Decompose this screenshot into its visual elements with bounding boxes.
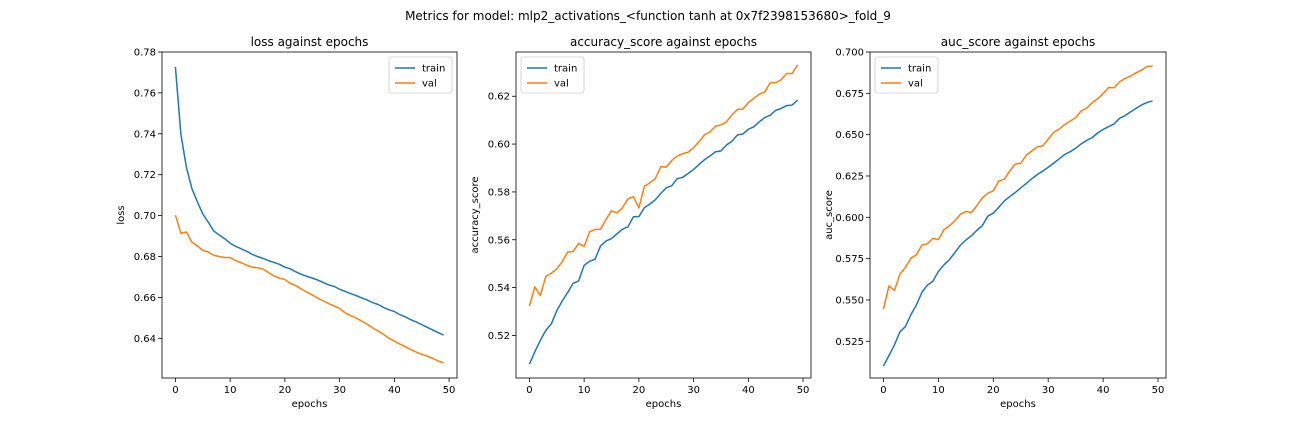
y-tick-label: 0.62 bbox=[488, 92, 510, 103]
series-line-val bbox=[882, 65, 1153, 310]
y-axis-label: accuracy_score bbox=[470, 177, 481, 254]
series-line-val bbox=[174, 214, 444, 364]
legend-box bbox=[520, 56, 585, 94]
legend-box bbox=[874, 56, 939, 94]
x-tick-label: 0 bbox=[526, 385, 532, 396]
x-tick-label: 0 bbox=[172, 385, 178, 396]
y-tick-label: 0.72 bbox=[134, 170, 156, 181]
axes-frame bbox=[515, 51, 812, 379]
subplot-auc-score: auc_score against epochs 0 10 20 30 40 50 0.525… bbox=[824, 35, 1167, 410]
x-tick-label: 40 bbox=[1097, 385, 1110, 396]
y-tick-label: 0.74 bbox=[134, 129, 156, 140]
y-tick-label: 0.600 bbox=[835, 213, 864, 224]
y-tick-label: 0.625 bbox=[835, 171, 864, 182]
series-line-train bbox=[174, 66, 444, 336]
series-line-train bbox=[528, 99, 799, 365]
legend: train val bbox=[520, 56, 585, 94]
y-tick-label: 0.56 bbox=[488, 235, 510, 246]
y-tick-label: 0.700 bbox=[835, 48, 864, 59]
x-tick-label: 20 bbox=[987, 385, 1000, 396]
legend: train val bbox=[388, 56, 453, 94]
series-line-val bbox=[528, 64, 799, 307]
x-tick-label: 40 bbox=[388, 385, 401, 396]
legend-label-val: val bbox=[908, 79, 923, 90]
subplot-title: auc_score against epochs bbox=[941, 35, 1095, 49]
x-tick-label: 50 bbox=[443, 385, 456, 396]
subplot-title: loss against epochs bbox=[251, 35, 369, 49]
figure-suptitle: Metrics for model: mlp2_activations_<fun… bbox=[405, 9, 891, 23]
legend-box bbox=[388, 56, 453, 94]
legend-label-val: val bbox=[554, 79, 569, 90]
y-axis-label: auc_score bbox=[824, 190, 835, 240]
x-axis-label: epochs bbox=[292, 399, 328, 410]
series-line-train bbox=[882, 100, 1153, 367]
x-axis-label: epochs bbox=[646, 399, 682, 410]
y-tick-label: 0.68 bbox=[134, 252, 156, 263]
x-tick-label: 30 bbox=[687, 385, 700, 396]
legend-label-train: train bbox=[908, 64, 931, 75]
y-tick-label: 0.52 bbox=[488, 331, 510, 342]
y-tick-label: 0.675 bbox=[835, 89, 864, 100]
y-tick-label: 0.650 bbox=[835, 130, 864, 141]
y-tick-label: 0.70 bbox=[134, 211, 156, 222]
y-axis-label: loss bbox=[116, 205, 127, 224]
y-tick-label: 0.58 bbox=[488, 187, 510, 198]
legend-label-val: val bbox=[422, 79, 437, 90]
y-tick-label: 0.66 bbox=[134, 293, 156, 304]
x-tick-label: 10 bbox=[932, 385, 945, 396]
subplot-loss: loss against epochs 0 10 20 30 40 50 0.64 0.66 0.… bbox=[116, 35, 458, 410]
x-tick-label: 20 bbox=[633, 385, 646, 396]
legend-label-train: train bbox=[554, 64, 577, 75]
x-tick-label: 50 bbox=[797, 385, 810, 396]
legend: train val bbox=[874, 56, 939, 94]
axes-frame bbox=[869, 51, 1167, 379]
x-tick-label: 30 bbox=[333, 385, 346, 396]
y-tick-label: 0.525 bbox=[835, 337, 864, 348]
y-tick-label: 0.575 bbox=[835, 254, 864, 265]
y-tick-label: 0.60 bbox=[488, 140, 510, 151]
legend-label-train: train bbox=[422, 64, 445, 75]
y-tick-label: 0.78 bbox=[134, 48, 156, 59]
axes-frame bbox=[161, 51, 458, 379]
x-tick-label: 50 bbox=[1152, 385, 1165, 396]
y-tick-label: 0.550 bbox=[835, 295, 864, 306]
subplot-accuracy-score: accuracy_score against epochs 0 10 20 30 40 50… bbox=[470, 35, 812, 410]
x-tick-label: 10 bbox=[224, 385, 237, 396]
subplot-title: accuracy_score against epochs bbox=[570, 35, 757, 49]
x-tick-label: 40 bbox=[742, 385, 755, 396]
x-tick-label: 0 bbox=[880, 385, 886, 396]
y-tick-label: 0.54 bbox=[488, 283, 510, 294]
x-axis-label: epochs bbox=[1000, 399, 1036, 410]
x-tick-label: 30 bbox=[1042, 385, 1055, 396]
x-tick-label: 20 bbox=[279, 385, 292, 396]
x-tick-label: 10 bbox=[578, 385, 591, 396]
y-tick-label: 0.64 bbox=[134, 334, 156, 345]
y-tick-label: 0.76 bbox=[134, 88, 156, 99]
